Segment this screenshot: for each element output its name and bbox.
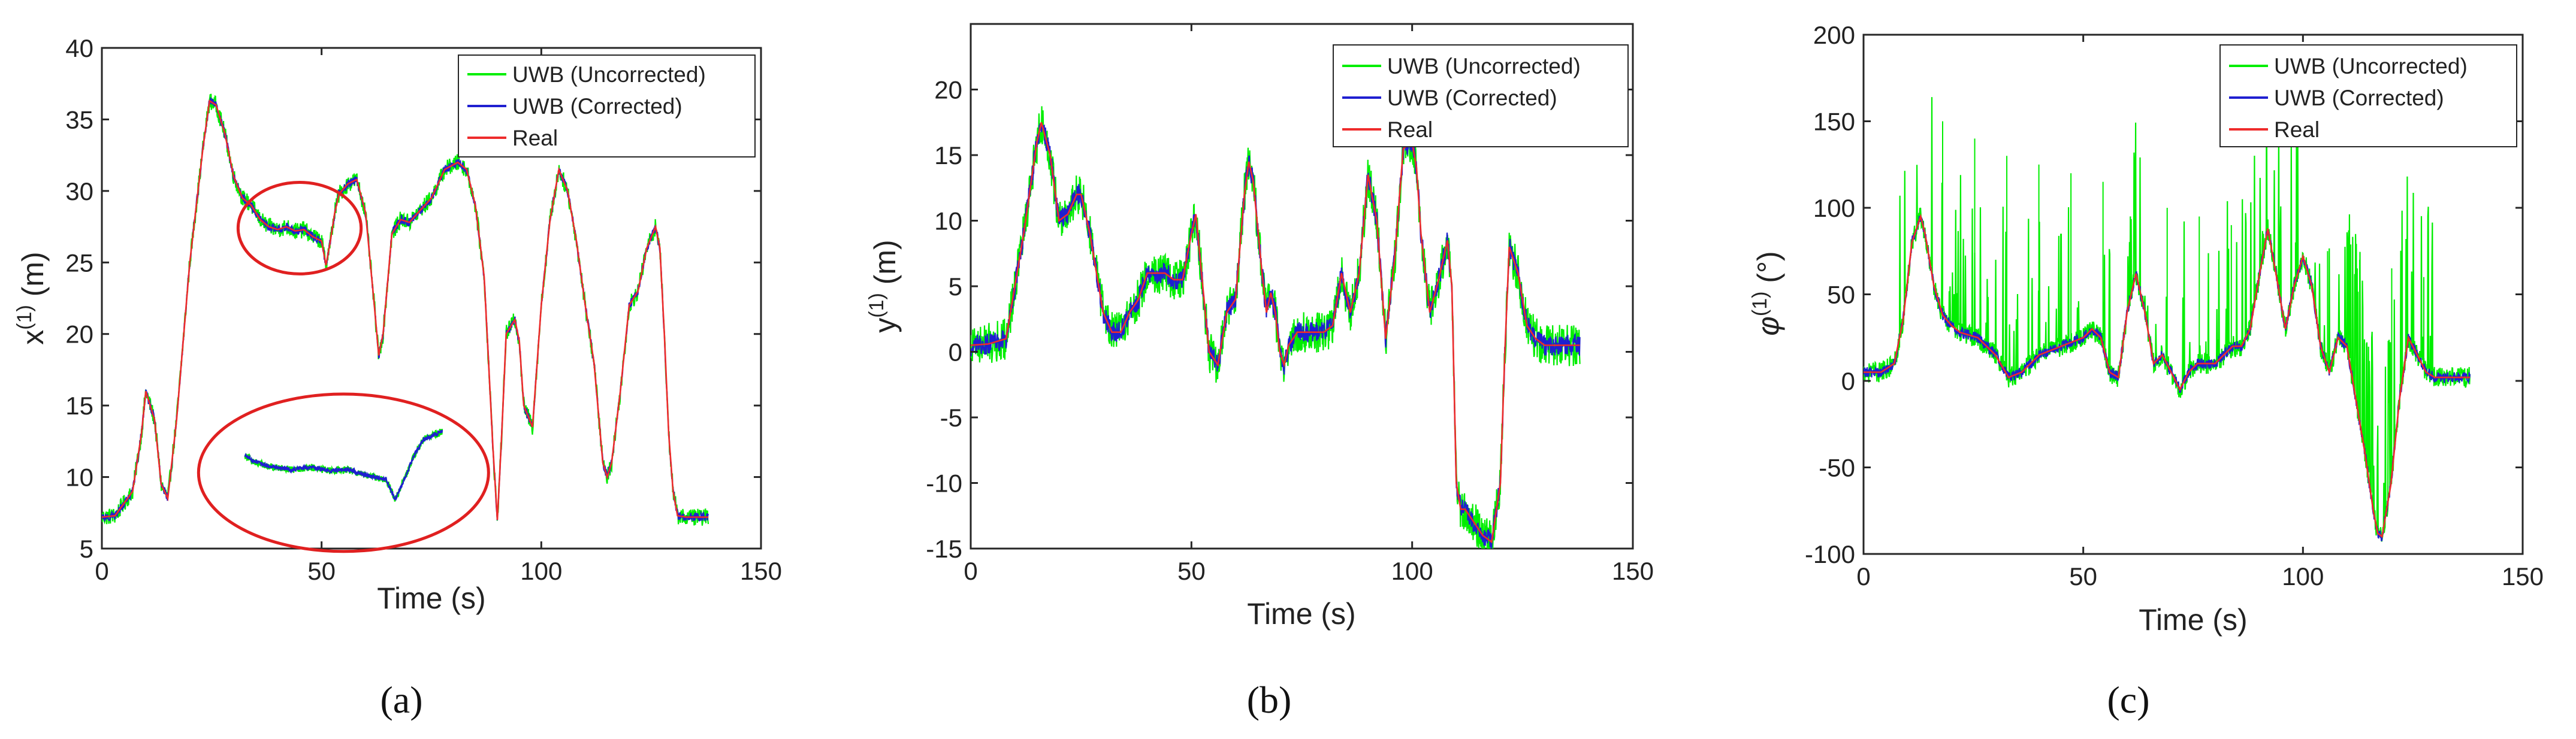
y-tick-label: -10 (926, 470, 962, 498)
chart-panel-a: 0 50 100 150 5 10 15 20 25 30 35 40 Time (s) x(1) (… (13, 34, 782, 721)
legend-label-real: Real (1387, 117, 1433, 142)
x-tick-label: 50 (307, 557, 336, 585)
zoom-inset-ellipse (197, 392, 490, 553)
y-axis-label-var: x (16, 330, 50, 345)
y-tick-label: -5 (940, 404, 962, 432)
legend-box (1333, 44, 1629, 147)
y-tick-label: 5 (80, 535, 93, 563)
legend-label-corrected: UWB (Corrected) (2274, 86, 2444, 110)
x-tick-label: 150 (2502, 562, 2544, 590)
x-axis-label: Time (s) (1247, 597, 1355, 631)
y-axis-label-unit: (m) (868, 240, 902, 293)
x-tick-label: 50 (1177, 557, 1206, 585)
y-tick-label: -50 (1819, 454, 1855, 482)
chart-panel-b: 0 50 100 150 -15 -10 -5 0 5 10 15 20 Time (s) y(1) … (865, 23, 1654, 721)
y-tick-label: 30 (65, 177, 93, 205)
y-tick-label: 200 (1813, 21, 1855, 49)
y-tick-label: 20 (934, 76, 962, 104)
y-tick-label: 10 (934, 207, 962, 235)
y-tick-label: 0 (1841, 367, 1855, 395)
axis-ticks: 0 50 100 150 -15 -10 -5 0 5 10 15 20 (926, 24, 1654, 585)
legend-label-uncorrected: UWB (Uncorrected) (2274, 54, 2468, 78)
y-tick-label: 50 (1827, 281, 1855, 309)
y-tick-label: 5 (949, 272, 962, 301)
y-axis-label-unit: (m) (16, 252, 50, 305)
y-tick-label: 25 (65, 249, 93, 277)
y-axis-label: x(1) (m) (13, 252, 50, 344)
y-tick-label: 0 (949, 338, 962, 367)
x-tick-label: 0 (964, 557, 977, 585)
legend-box (458, 54, 756, 158)
legend-box (2219, 44, 2517, 147)
y-tick-label: 100 (1813, 194, 1855, 222)
x-tick-label: 150 (740, 557, 782, 585)
x-tick-label: 0 (1856, 562, 1870, 590)
x-axis-label: Time (s) (2139, 603, 2247, 637)
y-tick-label: -15 (926, 535, 962, 563)
legend-label-corrected: UWB (Corrected) (512, 94, 682, 119)
legend-label-uncorrected: UWB (Uncorrected) (1387, 54, 1581, 78)
y-axis-label-sup: (1) (13, 305, 36, 330)
inset-uwb-corrected (244, 429, 443, 501)
x-tick-label: 100 (520, 557, 562, 585)
legend: UWB (Uncorrected) UWB (Corrected) Real (458, 54, 756, 158)
annotations (197, 181, 490, 553)
y-tick-label: 40 (65, 34, 93, 62)
series-real (102, 99, 708, 520)
y-tick-label: 15 (934, 141, 962, 169)
series-uwb-uncorrected (102, 93, 709, 526)
legend-label-real: Real (2274, 117, 2320, 142)
axis-ticks: 0 50 100 150 5 10 15 20 25 30 35 40 (65, 34, 782, 585)
x-tick-label: 150 (1612, 557, 1654, 585)
y-tick-label: 10 (65, 464, 93, 492)
plot-area (102, 93, 709, 526)
y-tick-label: 20 (65, 320, 93, 349)
x-tick-label: 0 (95, 557, 108, 585)
y-tick-label: -100 (1805, 540, 1855, 568)
legend: UWB (Uncorrected) UWB (Corrected) Real (2219, 44, 2517, 147)
panel-label-a: (a) (380, 679, 422, 721)
y-axis-label: y(1) (m) (865, 240, 902, 332)
x-tick-label: 50 (2069, 562, 2097, 590)
legend-label-real: Real (512, 126, 558, 150)
y-axis-label-sup: (1) (865, 293, 888, 318)
highlight-ellipse (236, 181, 363, 275)
y-tick-label: 35 (65, 105, 93, 134)
series-real (971, 122, 1580, 544)
legend-label-uncorrected: UWB (Uncorrected) (512, 62, 706, 87)
panel-label-b: (b) (1247, 679, 1292, 721)
plot-area (971, 106, 1581, 549)
legend: UWB (Uncorrected) UWB (Corrected) Real (1333, 44, 1629, 147)
panel-label-c: (c) (2107, 679, 2149, 721)
y-axis-label-unit: (°) (1751, 251, 1785, 291)
y-axis-label-var: y (868, 318, 902, 333)
x-tick-label: 100 (1391, 557, 1433, 585)
y-axis-label: φ(1) (°) (1748, 251, 1785, 335)
y-axis-label-sup: (1) (1748, 292, 1771, 317)
legend-label-corrected: UWB (Corrected) (1387, 86, 1557, 110)
y-tick-label: 15 (65, 392, 93, 420)
series-real (1864, 213, 2470, 538)
axis-ticks: 0 50 100 150 -100 -50 0 50 100 150 200 (1805, 21, 2544, 590)
y-tick-label: 150 (1813, 108, 1855, 136)
y-axis-label-var: φ (1751, 316, 1785, 336)
x-tick-label: 100 (2282, 562, 2324, 590)
x-axis-label: Time (s) (377, 581, 485, 615)
plot-area (1864, 90, 2471, 542)
